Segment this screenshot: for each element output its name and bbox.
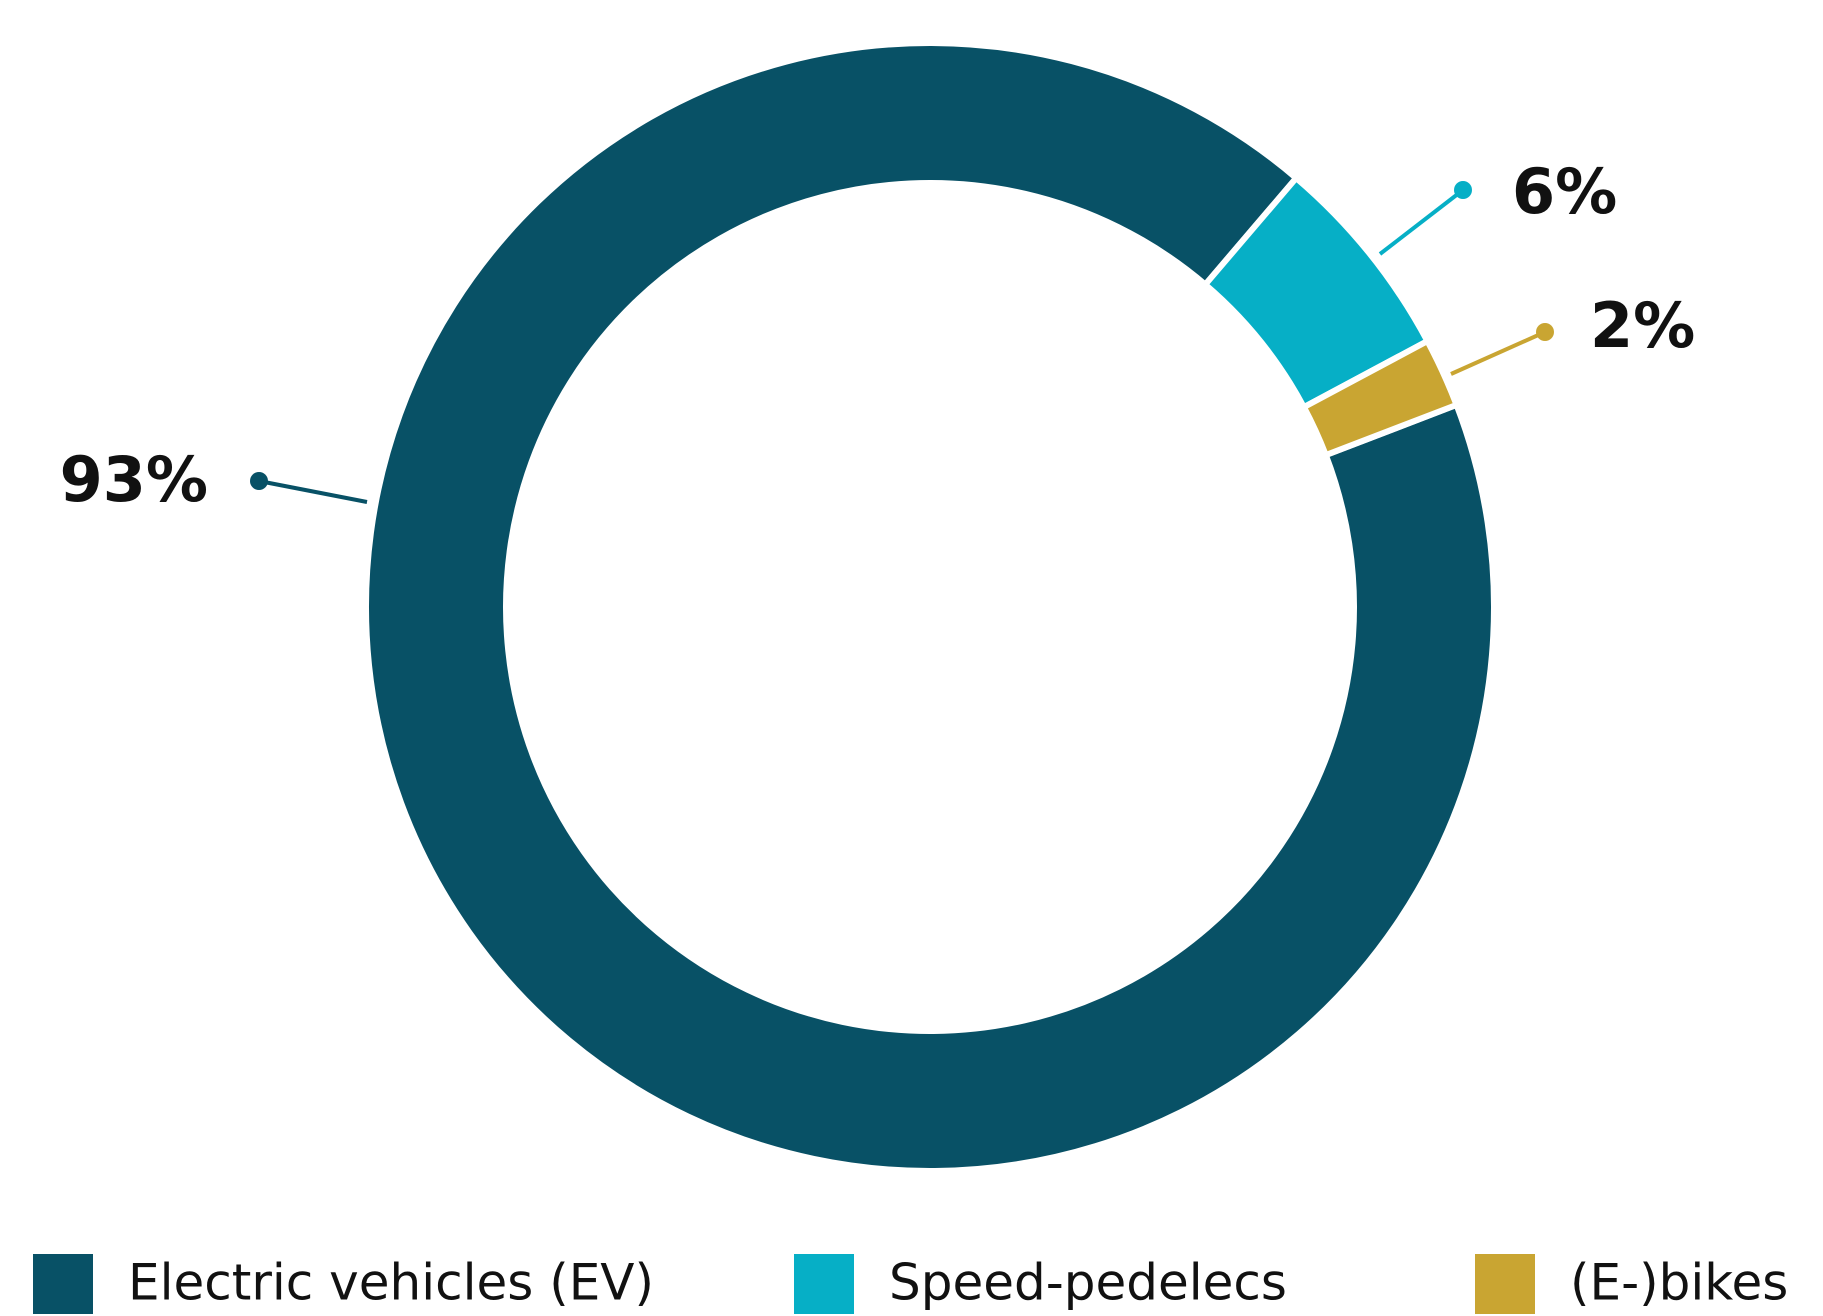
legend-label: (E-)bikes — [1570, 1254, 1788, 1312]
legend-swatch — [33, 1254, 93, 1314]
leader-dot — [1536, 323, 1554, 341]
donut-segment — [363, 40, 1497, 1174]
legend-label: Electric vehicles (EV) — [128, 1254, 654, 1312]
legend-label: Speed-pedelecs — [889, 1254, 1287, 1312]
donut-segment — [1299, 337, 1461, 459]
leader-line — [1450, 330, 1546, 376]
value-label: 93% — [60, 443, 208, 516]
leader-line — [258, 479, 368, 504]
legend-swatch — [1475, 1254, 1535, 1314]
leader-dot — [1454, 181, 1472, 199]
leader-dot — [250, 472, 268, 490]
leader-line — [1378, 188, 1465, 256]
value-label: 2% — [1590, 289, 1695, 362]
legend-swatch — [794, 1254, 854, 1314]
value-label: 6% — [1512, 155, 1617, 228]
